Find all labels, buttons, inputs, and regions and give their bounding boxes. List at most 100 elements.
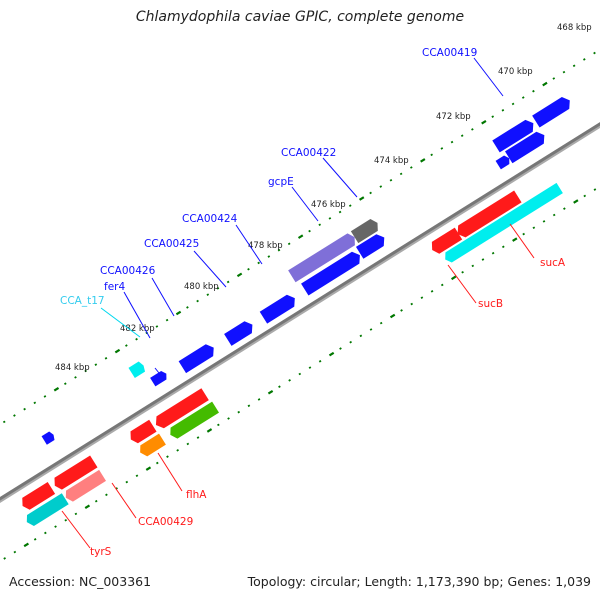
minor-tick [572, 64, 576, 68]
forward-gene[interactable] [301, 249, 364, 296]
forward-gene[interactable] [178, 342, 218, 374]
reverse-gene[interactable] [428, 227, 463, 256]
minor-tick [379, 321, 383, 325]
minor-tick [400, 309, 403, 312]
major-tick [542, 81, 548, 87]
forward-gene[interactable] [532, 94, 573, 128]
forward-gene[interactable] [224, 319, 256, 346]
forward-gene[interactable] [492, 117, 537, 153]
minor-tick [552, 77, 556, 80]
trna-gene[interactable] [128, 360, 146, 379]
minor-tick [155, 325, 159, 328]
minor-tick [186, 442, 190, 446]
forward-gene[interactable] [150, 369, 169, 387]
minor-tick [318, 359, 322, 363]
major-tick [297, 234, 304, 239]
flhA-gene[interactable] [167, 401, 220, 441]
minor-tick [176, 449, 179, 452]
major-tick [206, 428, 213, 433]
minor-tick [33, 401, 37, 405]
minor-tick [217, 423, 220, 427]
minor-tick [135, 474, 139, 478]
minor-tick [196, 436, 200, 439]
gene-labels: CCA00419 gcpE CCA00422 CCA00424 CCA00425… [60, 47, 566, 558]
kbp-label: 470 kbp [498, 67, 533, 77]
leader-line [61, 510, 91, 549]
kbp-label: 468 kbp [557, 23, 592, 33]
minor-tick [440, 147, 444, 150]
CCA00429-gene[interactable] [137, 433, 166, 459]
forward-gene[interactable] [41, 430, 57, 445]
forward-gene[interactable] [259, 292, 299, 324]
minor-tick [501, 108, 505, 112]
major-tick [481, 119, 487, 125]
minor-tick [74, 376, 77, 379]
leader-line [100, 307, 141, 338]
reverse-gene[interactable] [19, 481, 56, 512]
major-tick [53, 387, 60, 392]
minor-tick [532, 89, 535, 93]
forward-gene[interactable] [495, 154, 512, 170]
outer-tick-row [2, 51, 596, 424]
minor-tick [227, 417, 230, 420]
sucA-gene[interactable] [454, 190, 522, 240]
minor-tick [257, 398, 261, 401]
kbp-label: 478 kbp [248, 241, 283, 251]
minor-tick [521, 96, 525, 99]
topology-text: Topology: circular; Length: 1,173,390 bp… [247, 574, 591, 589]
forward-gene[interactable] [505, 129, 548, 164]
major-tick [512, 237, 518, 242]
minor-tick [2, 420, 6, 424]
minor-tick [267, 255, 271, 258]
minor-tick [399, 172, 403, 176]
major-tick [267, 390, 274, 395]
gene-label: tyrS [90, 546, 112, 558]
tyrS-gene[interactable] [63, 469, 107, 504]
gene-label: CCA00429 [138, 516, 193, 528]
minor-tick [430, 153, 433, 157]
leader-line [235, 224, 263, 265]
minor-tick [420, 296, 424, 299]
minor-tick [338, 210, 342, 214]
gene-label: CCA00424 [182, 213, 238, 225]
minor-tick [3, 557, 6, 560]
major-tick [145, 466, 152, 471]
reverse-gene[interactable] [127, 419, 157, 446]
minor-tick [552, 213, 556, 217]
forward-gene[interactable] [355, 232, 388, 259]
reverse-gene[interactable] [51, 455, 98, 491]
kbp-label: 476 kbp [311, 200, 346, 210]
minor-tick [206, 293, 210, 296]
minor-tick [501, 245, 505, 249]
minor-tick [308, 229, 311, 233]
kbp-label: 480 kbp [184, 282, 219, 292]
gcpE-gene[interactable] [288, 231, 358, 283]
major-tick [420, 158, 426, 163]
minor-tick [287, 242, 291, 246]
reverse-gene[interactable] [24, 493, 69, 528]
kbp-label: 482 kbp [120, 324, 155, 334]
minor-tick [74, 512, 78, 516]
minor-tick [166, 455, 169, 458]
minor-tick [186, 306, 189, 309]
reverse-gene[interactable] [152, 388, 209, 431]
minor-tick [135, 337, 138, 341]
leader-line [151, 277, 175, 317]
minor-tick [430, 290, 434, 293]
leader-line [157, 452, 183, 492]
gene-label: CCA00426 [100, 265, 156, 277]
sucB-gene[interactable] [442, 182, 563, 265]
minor-tick [84, 369, 87, 373]
minor-tick [43, 395, 47, 398]
minor-tick [155, 461, 159, 465]
gene-label: sucB [478, 298, 503, 310]
minor-tick [339, 347, 342, 350]
gene-label: CCA00419 [422, 47, 477, 59]
misc-gene[interactable] [350, 217, 381, 244]
leader-line [123, 291, 151, 339]
gene-label: fer4 [104, 281, 125, 293]
minor-tick [511, 102, 515, 106]
minor-tick [94, 499, 98, 503]
